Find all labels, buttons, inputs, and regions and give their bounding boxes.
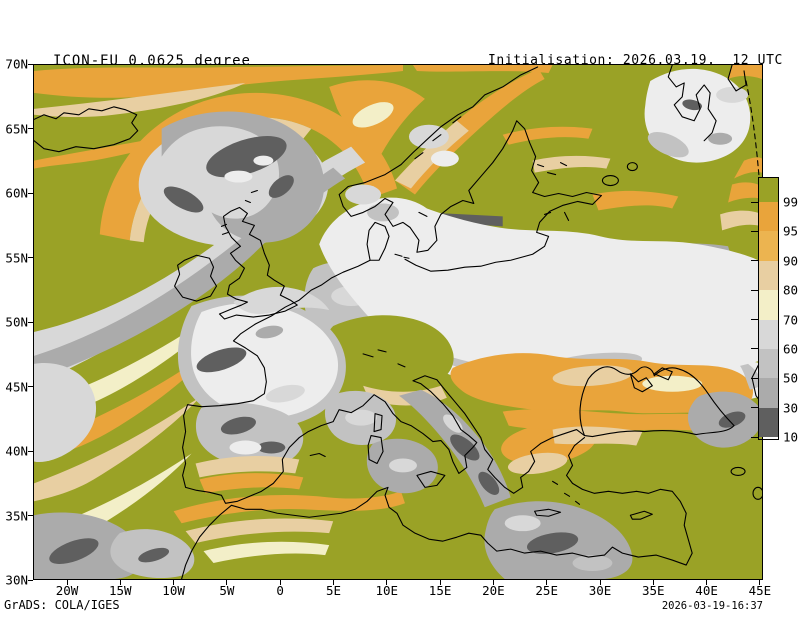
x-axis-tick-label: 40E xyxy=(695,583,718,598)
colorbar-segment xyxy=(759,231,778,261)
colorbar-segment xyxy=(759,178,778,202)
colorbar-tickmark xyxy=(751,260,758,262)
y-axis-tick-label: 50N xyxy=(5,314,28,330)
colorbar-tick-label: 50 xyxy=(783,370,799,386)
colorbar-segment xyxy=(759,407,778,437)
x-axis-tickmark xyxy=(599,580,601,585)
cloud-field-layer xyxy=(34,65,762,579)
colorbar-tickmark xyxy=(751,436,758,438)
colorbar-tickmark xyxy=(751,407,758,409)
colorbar-tick-label: 99.5 xyxy=(783,194,800,210)
y-axis-tick-label: 40N xyxy=(5,443,28,459)
colorbar-tickmark xyxy=(751,230,758,232)
x-axis-tick-label: 10E xyxy=(375,583,399,598)
colorbar xyxy=(758,177,779,440)
x-axis-tick-label: 15W xyxy=(109,583,132,598)
colorbar-tick-label: 95 xyxy=(783,223,799,239)
x-axis-tickmark xyxy=(706,580,708,585)
x-axis-tickmark xyxy=(66,580,68,585)
colorbar-tick-label: 70 xyxy=(783,312,799,327)
colorbar-segment xyxy=(759,378,778,408)
colorbar-tick-label: 30 xyxy=(783,400,799,416)
coastlines-layer xyxy=(34,65,762,579)
y-axis-tickmark xyxy=(28,192,33,194)
x-axis-tick-label: 25E xyxy=(535,583,558,598)
y-axis-tickmark xyxy=(28,257,33,258)
colorbar-tickmark xyxy=(751,289,758,291)
x-axis-tick-label: 0 xyxy=(276,583,284,598)
y-axis-tickmark xyxy=(28,579,33,581)
x-axis-tick-label: 35E xyxy=(642,583,665,598)
x-axis-tickmark xyxy=(279,580,281,585)
x-axis-tick-label: 30E xyxy=(588,583,612,598)
y-axis-tickmark xyxy=(28,450,33,452)
x-axis-tick-label: 45E xyxy=(748,583,772,598)
grads-credit: GrADS: COLA/IGES xyxy=(4,598,120,612)
x-axis-tick-label: 5E xyxy=(325,583,342,598)
colorbar-segment xyxy=(759,348,778,379)
colorbar-tickmark xyxy=(751,348,758,350)
y-axis-tick-label: 70N xyxy=(5,56,28,72)
colorbar-tickmark xyxy=(751,201,758,203)
x-axis-tickmark xyxy=(226,580,228,585)
generation-timestamp: 2026-03-19-16:37 xyxy=(661,600,763,612)
x-axis-tickmark xyxy=(173,580,175,585)
x-axis-tickmark xyxy=(492,580,494,585)
y-axis-tickmark xyxy=(28,386,33,387)
x-axis-tick-label: 15E xyxy=(428,583,452,598)
y-axis-tick-label: 60N xyxy=(5,185,28,201)
cloud-cover-map xyxy=(34,65,762,579)
colorbar-tick-label: 60 xyxy=(783,341,799,357)
y-axis-tick-label: 45N xyxy=(5,379,28,394)
colorbar-tickmark xyxy=(751,319,758,320)
x-axis-tickmark xyxy=(546,580,548,585)
y-axis-tick-label: 65N xyxy=(5,121,28,136)
colorbar-segment xyxy=(759,260,778,291)
x-axis-tickmark xyxy=(439,580,441,585)
x-axis-tickmark xyxy=(119,580,121,585)
y-axis-tick-label: 30N xyxy=(5,572,28,588)
x-axis-tickmark xyxy=(759,580,761,585)
map-plot-area xyxy=(33,64,763,580)
colorbar-tick-label: 10 xyxy=(783,429,799,445)
x-axis-tick-label: 20E xyxy=(482,583,505,598)
y-axis-tickmark xyxy=(28,63,33,65)
y-axis-tickmark xyxy=(28,515,33,516)
colorbar-tickmark xyxy=(751,377,758,379)
x-axis-tickmark xyxy=(386,580,388,585)
x-axis-tick-label: 10W xyxy=(162,583,185,598)
y-axis-tickmark xyxy=(28,321,33,323)
y-axis-tick-label: 35N xyxy=(5,508,28,523)
colorbar-segment xyxy=(759,290,778,320)
colorbar-segment xyxy=(759,319,778,349)
x-axis-tick-label: 5W xyxy=(219,583,235,598)
colorbar-segment xyxy=(759,202,778,232)
x-axis-tickmark xyxy=(333,580,334,585)
x-axis-tick-label: 20W xyxy=(55,583,79,598)
colorbar-tick-label: 80 xyxy=(783,282,799,298)
y-axis-tickmark xyxy=(28,128,33,129)
y-axis-tick-label: 55N xyxy=(5,250,28,265)
colorbar-tick-label: 90 xyxy=(783,253,799,269)
x-axis-tickmark xyxy=(652,580,654,585)
